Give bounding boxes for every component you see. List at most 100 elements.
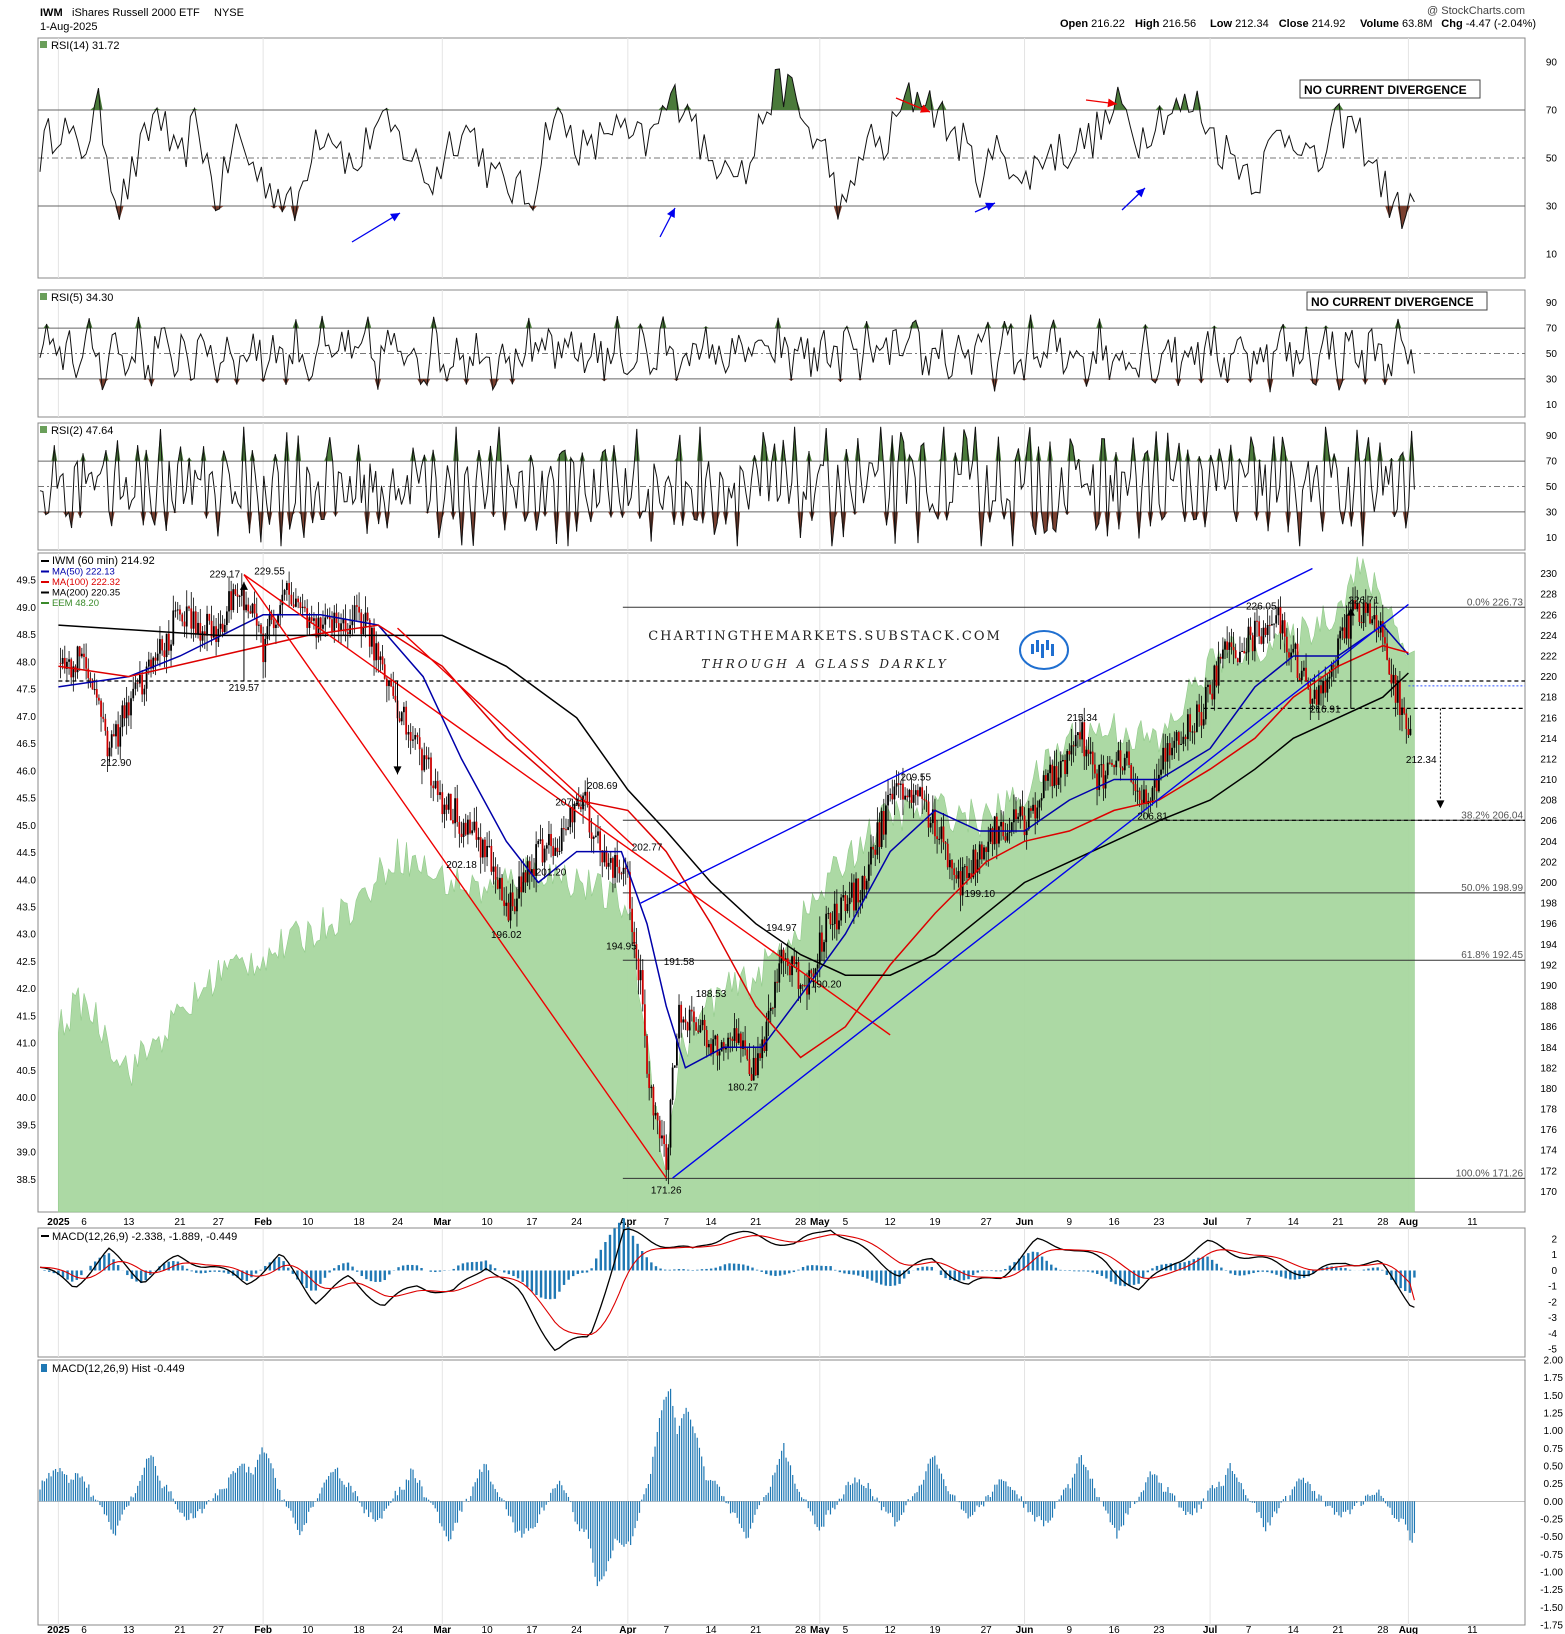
hist-bar — [976, 1501, 978, 1506]
blue-trendline-lower — [672, 603, 1409, 1179]
macd-hist-bar — [714, 1267, 717, 1271]
candle-body — [127, 702, 130, 716]
candle-body — [897, 783, 900, 785]
hist-bar — [561, 1485, 563, 1502]
price-label: 180.27 — [728, 1082, 759, 1093]
rsi14-title-marker — [40, 41, 47, 48]
candle-body — [85, 656, 88, 669]
candle-body — [829, 913, 832, 925]
ma100-line — [58, 624, 1409, 1059]
candle-body — [861, 875, 864, 901]
price-ytick: 172 — [1540, 1166, 1557, 1177]
hist-bar — [701, 1456, 703, 1502]
legend-label: IWM (60 min) 214.92 — [52, 555, 155, 567]
hist-bar — [374, 1501, 376, 1522]
candle-body — [1164, 747, 1167, 762]
hist-bar — [725, 1501, 727, 1504]
macd-hist-bar — [401, 1265, 405, 1271]
hist-bar — [923, 1479, 925, 1502]
hist-bar — [525, 1501, 527, 1529]
price-xtick: Jun — [1016, 1217, 1034, 1228]
hist-bar — [974, 1501, 976, 1512]
eem-ytick: 44.5 — [17, 848, 37, 859]
hist-bar — [547, 1501, 550, 1502]
candle-body — [867, 864, 870, 881]
hist-bar — [465, 1498, 467, 1502]
candle-body — [1394, 675, 1397, 703]
candle-body — [716, 1035, 719, 1056]
candle-body — [1121, 767, 1124, 771]
hist-bar — [532, 1501, 534, 1529]
candle-body — [580, 806, 582, 810]
macd-hist-bar — [742, 1264, 745, 1271]
candle-body — [206, 613, 208, 636]
hist-bar — [74, 1473, 77, 1502]
candle-body — [1126, 751, 1128, 758]
hist-bar — [738, 1501, 741, 1524]
macd-hist-bar — [1036, 1252, 1039, 1271]
hist-bar — [1218, 1481, 1220, 1502]
candle-body — [1207, 684, 1209, 688]
candle-body — [1279, 607, 1282, 634]
candle-body — [1040, 798, 1043, 801]
candle-body — [705, 1030, 708, 1048]
hist-bar — [423, 1497, 425, 1502]
rsi14-line — [39, 68, 1415, 230]
hist-bar — [594, 1501, 596, 1577]
hist-bar — [63, 1474, 66, 1502]
hist-bar — [963, 1501, 965, 1511]
hist-bar — [614, 1501, 616, 1539]
price-ytick: 230 — [1540, 569, 1557, 580]
candle-body — [1191, 731, 1194, 733]
hist-bar — [141, 1475, 143, 1502]
candle-body — [1072, 745, 1075, 747]
hist-bar — [1067, 1484, 1069, 1502]
eem-ytick: 42.0 — [17, 984, 37, 995]
candle-body — [1123, 757, 1126, 771]
candle-body — [995, 816, 998, 844]
candle-body — [697, 1030, 700, 1033]
hist-bar — [1207, 1490, 1209, 1502]
hist-bar — [980, 1501, 983, 1505]
candle-body — [550, 833, 552, 847]
candle-body — [863, 875, 866, 890]
hist-bar — [88, 1484, 90, 1502]
candle-body — [199, 622, 202, 641]
candle-body — [663, 1135, 665, 1145]
macd-hist-bar — [98, 1257, 101, 1271]
candle-body — [93, 689, 96, 691]
hist-ytick: 1.75 — [1544, 1373, 1564, 1384]
rsi2-oversold-fill — [40, 511, 1415, 547]
hist-bar — [1114, 1501, 1116, 1528]
candle-body — [319, 617, 322, 629]
hist-bar — [359, 1501, 361, 1503]
candle-body — [750, 1074, 753, 1081]
hist-ytick: 2.00 — [1544, 1356, 1564, 1367]
price-ytick: 216 — [1540, 713, 1557, 724]
red-trendline-upper — [243, 574, 891, 1036]
hist-bar — [159, 1480, 161, 1502]
candle-body — [592, 836, 595, 839]
candle-body — [916, 790, 919, 797]
candle-body — [1051, 764, 1054, 787]
hist-bar — [425, 1497, 427, 1502]
hist-bar — [1056, 1501, 1058, 1502]
hist-bar — [647, 1484, 649, 1502]
hist-bar — [148, 1458, 150, 1502]
candle-body — [1373, 615, 1376, 620]
hist-bar — [441, 1501, 443, 1527]
macd-hist-bar — [1399, 1270, 1402, 1289]
macd-hist-bar — [323, 1270, 327, 1278]
hist-bar — [763, 1497, 765, 1502]
hist-bar — [1378, 1489, 1380, 1502]
candle-body — [1130, 765, 1133, 782]
hist-bar — [334, 1469, 336, 1502]
hist-bar — [183, 1501, 185, 1517]
candle-body — [174, 610, 177, 612]
hist-bar — [574, 1501, 576, 1522]
hist-bar — [1391, 1501, 1393, 1515]
hist-bar — [1025, 1501, 1027, 1504]
rsi2-ytick: 90 — [1546, 431, 1558, 442]
price-xtick: 14 — [1288, 1217, 1300, 1228]
hist-bar — [809, 1501, 812, 1512]
